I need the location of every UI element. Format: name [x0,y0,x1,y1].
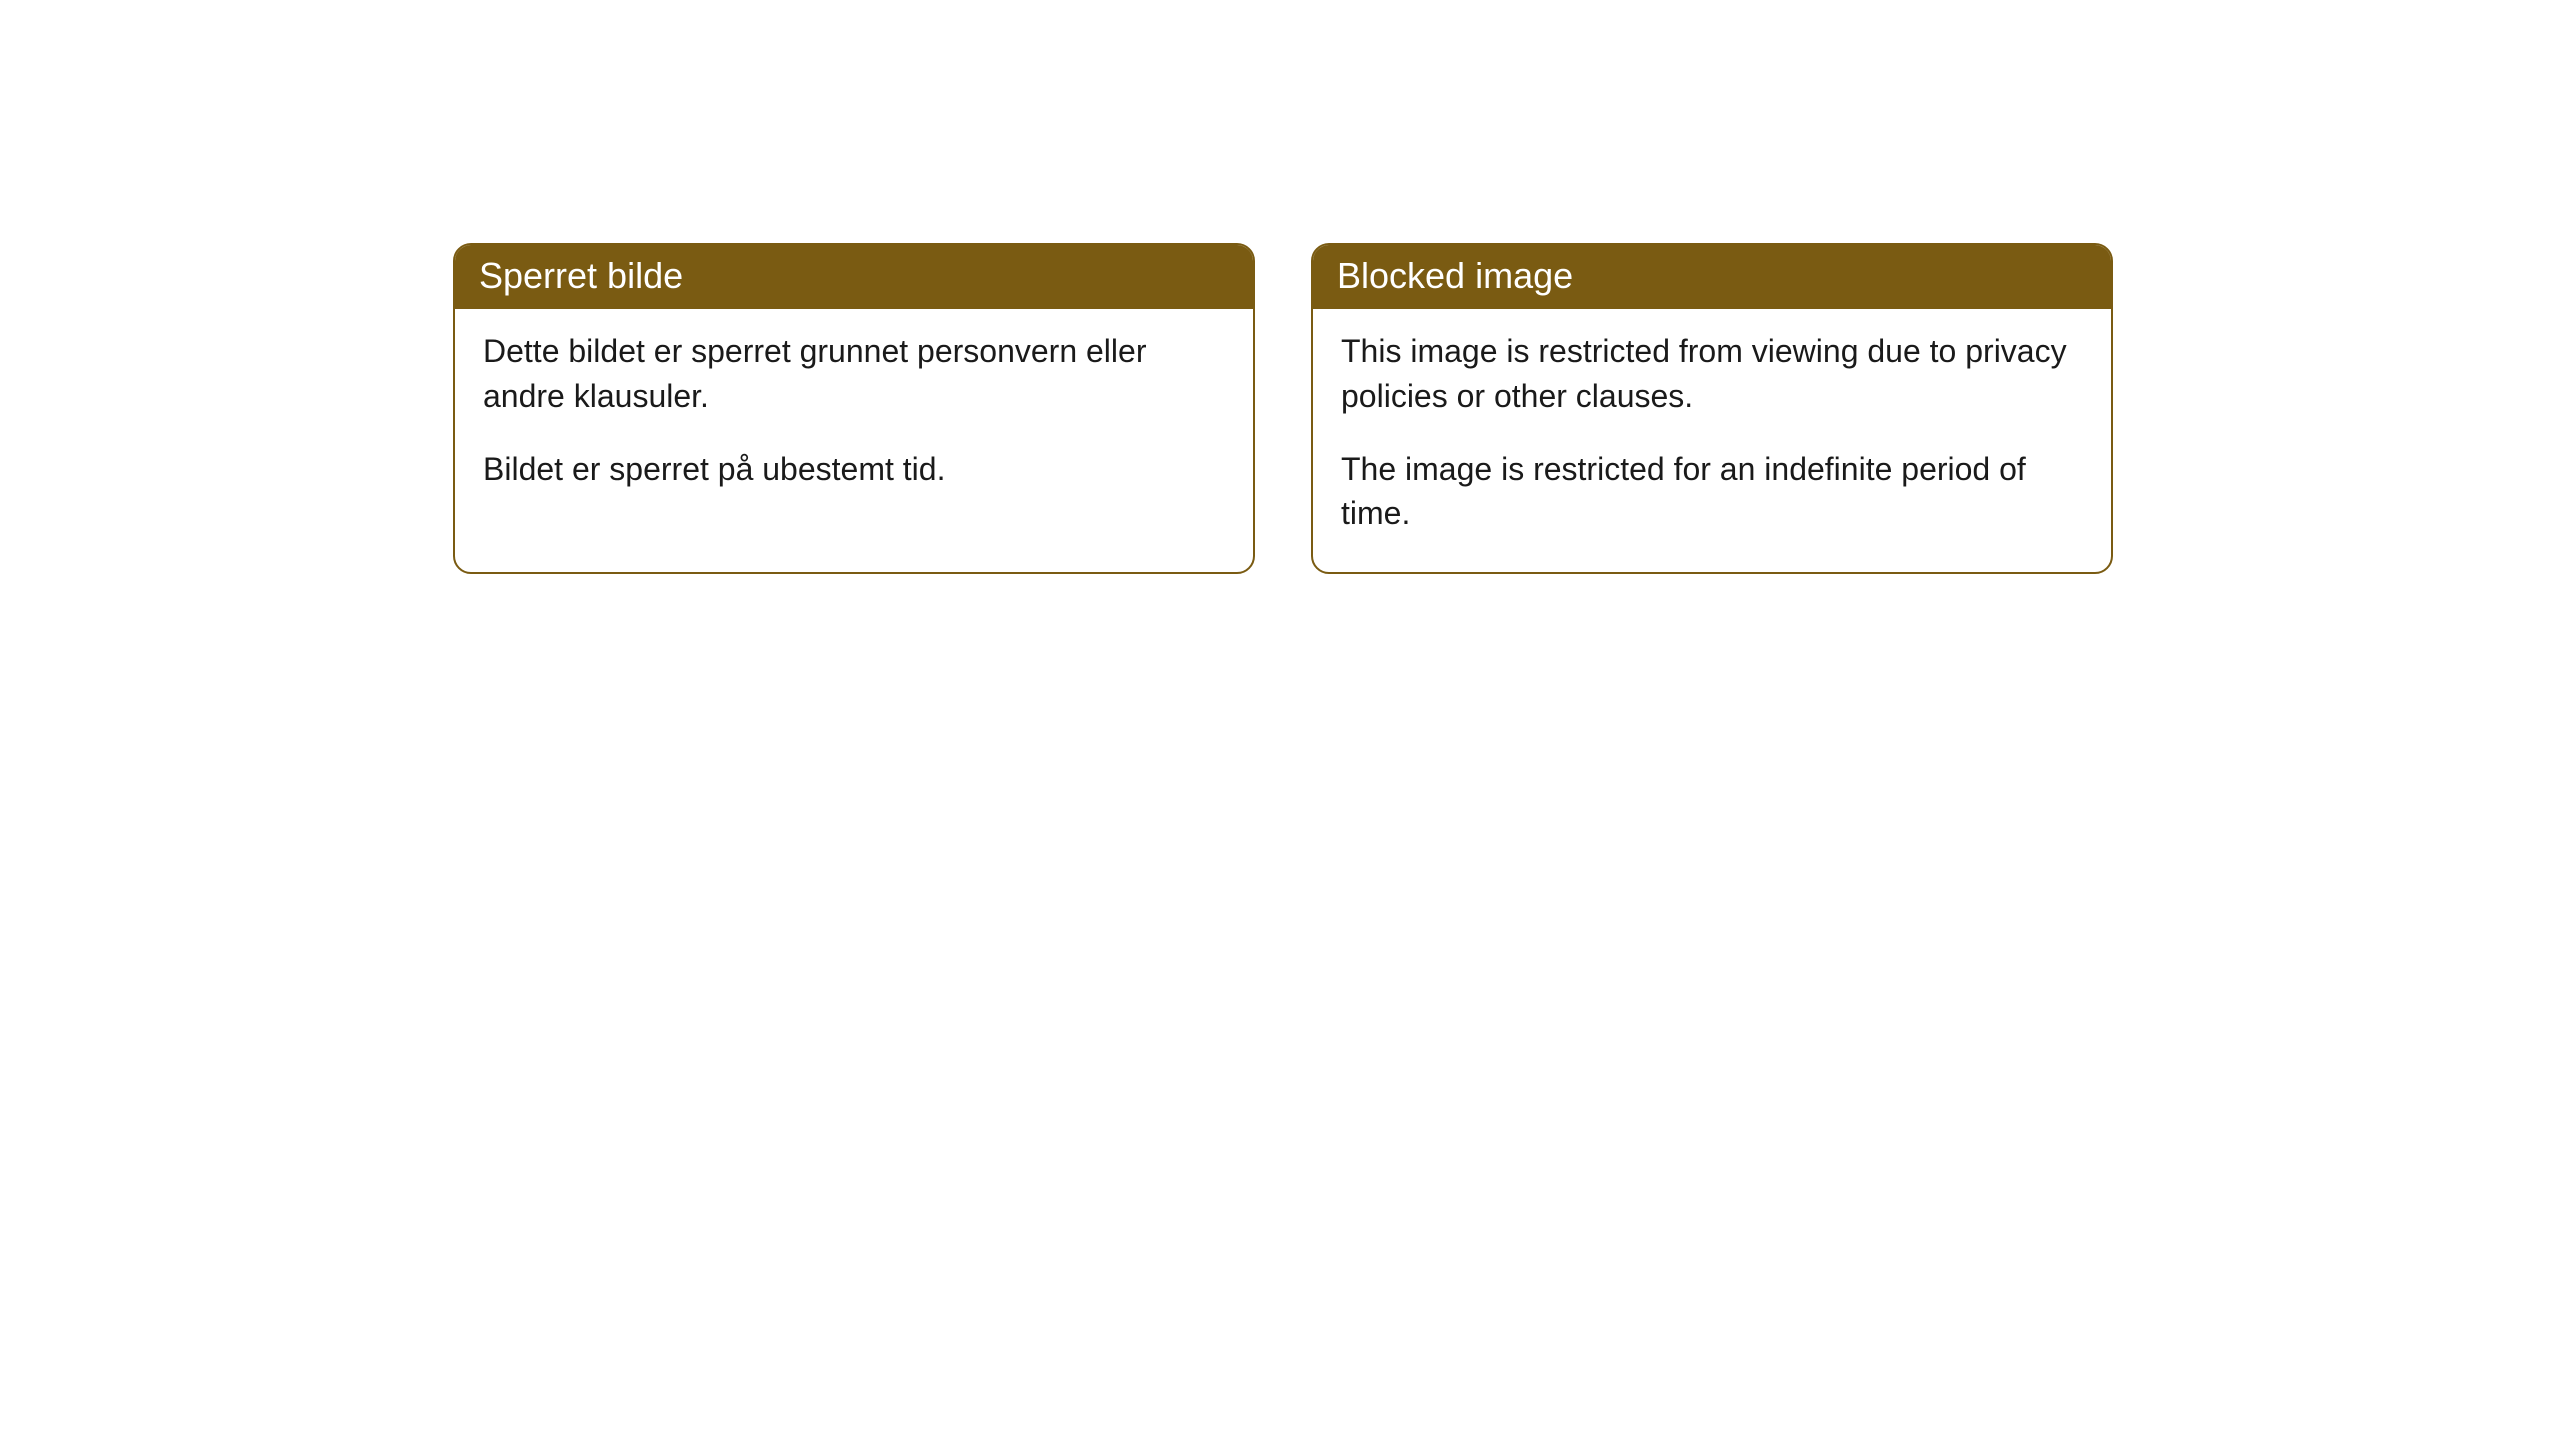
notice-title: Blocked image [1337,255,1573,296]
notice-paragraph: The image is restricted for an indefinit… [1341,447,2083,537]
notice-card-english: Blocked image This image is restricted f… [1311,243,2113,574]
notice-header: Sperret bilde [455,245,1253,309]
notice-paragraph: Bildet er sperret på ubestemt tid. [483,447,1225,492]
notice-paragraph: This image is restricted from viewing du… [1341,329,2083,419]
notice-header: Blocked image [1313,245,2111,309]
notice-body: This image is restricted from viewing du… [1313,309,2111,572]
notice-title: Sperret bilde [479,255,683,296]
notice-paragraph: Dette bildet er sperret grunnet personve… [483,329,1225,419]
notice-card-norwegian: Sperret bilde Dette bildet er sperret gr… [453,243,1255,574]
notice-container: Sperret bilde Dette bildet er sperret gr… [453,243,2113,574]
notice-body: Dette bildet er sperret grunnet personve… [455,309,1253,527]
